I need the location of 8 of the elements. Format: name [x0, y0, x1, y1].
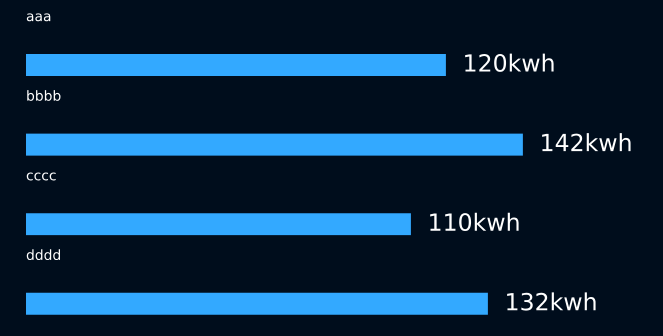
y-tick-label: dddd: [26, 249, 60, 260]
data-label: 142kwh: [542, 133, 631, 152]
y-tick-label: aaa: [26, 13, 50, 22]
data-label: 110kwh: [430, 212, 519, 232]
data-label: 132kwh: [507, 292, 596, 311]
data-label: 120kwh: [465, 54, 554, 72]
y-tick-label: cccc: [26, 172, 56, 180]
y-tick-label: bbbb: [27, 90, 61, 101]
